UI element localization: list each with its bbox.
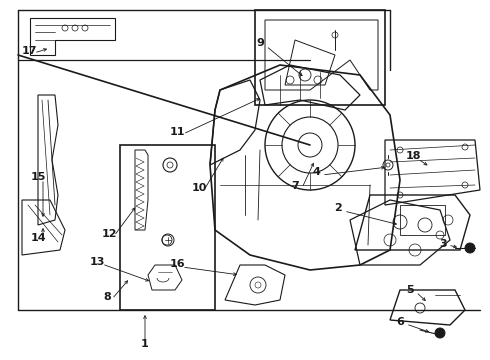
Text: 14: 14 xyxy=(30,233,46,243)
Text: 4: 4 xyxy=(312,167,320,177)
Text: 15: 15 xyxy=(30,172,46,182)
Text: 12: 12 xyxy=(101,229,117,239)
Text: 7: 7 xyxy=(291,181,299,191)
Bar xyxy=(255,10,385,105)
Text: 6: 6 xyxy=(396,317,404,327)
Text: 2: 2 xyxy=(334,203,342,213)
Text: 13: 13 xyxy=(89,257,105,267)
Text: 18: 18 xyxy=(405,151,421,161)
Circle shape xyxy=(435,328,445,338)
Text: 1: 1 xyxy=(141,339,149,349)
Bar xyxy=(400,205,445,235)
Text: 8: 8 xyxy=(103,292,111,302)
Text: 3: 3 xyxy=(439,239,447,249)
Text: 9: 9 xyxy=(256,38,264,48)
Bar xyxy=(120,145,215,310)
Text: 16: 16 xyxy=(169,259,185,269)
Text: 10: 10 xyxy=(191,183,207,193)
Text: 11: 11 xyxy=(169,127,185,137)
Circle shape xyxy=(465,243,475,253)
Text: 17: 17 xyxy=(21,46,37,56)
Text: 5: 5 xyxy=(406,285,414,295)
